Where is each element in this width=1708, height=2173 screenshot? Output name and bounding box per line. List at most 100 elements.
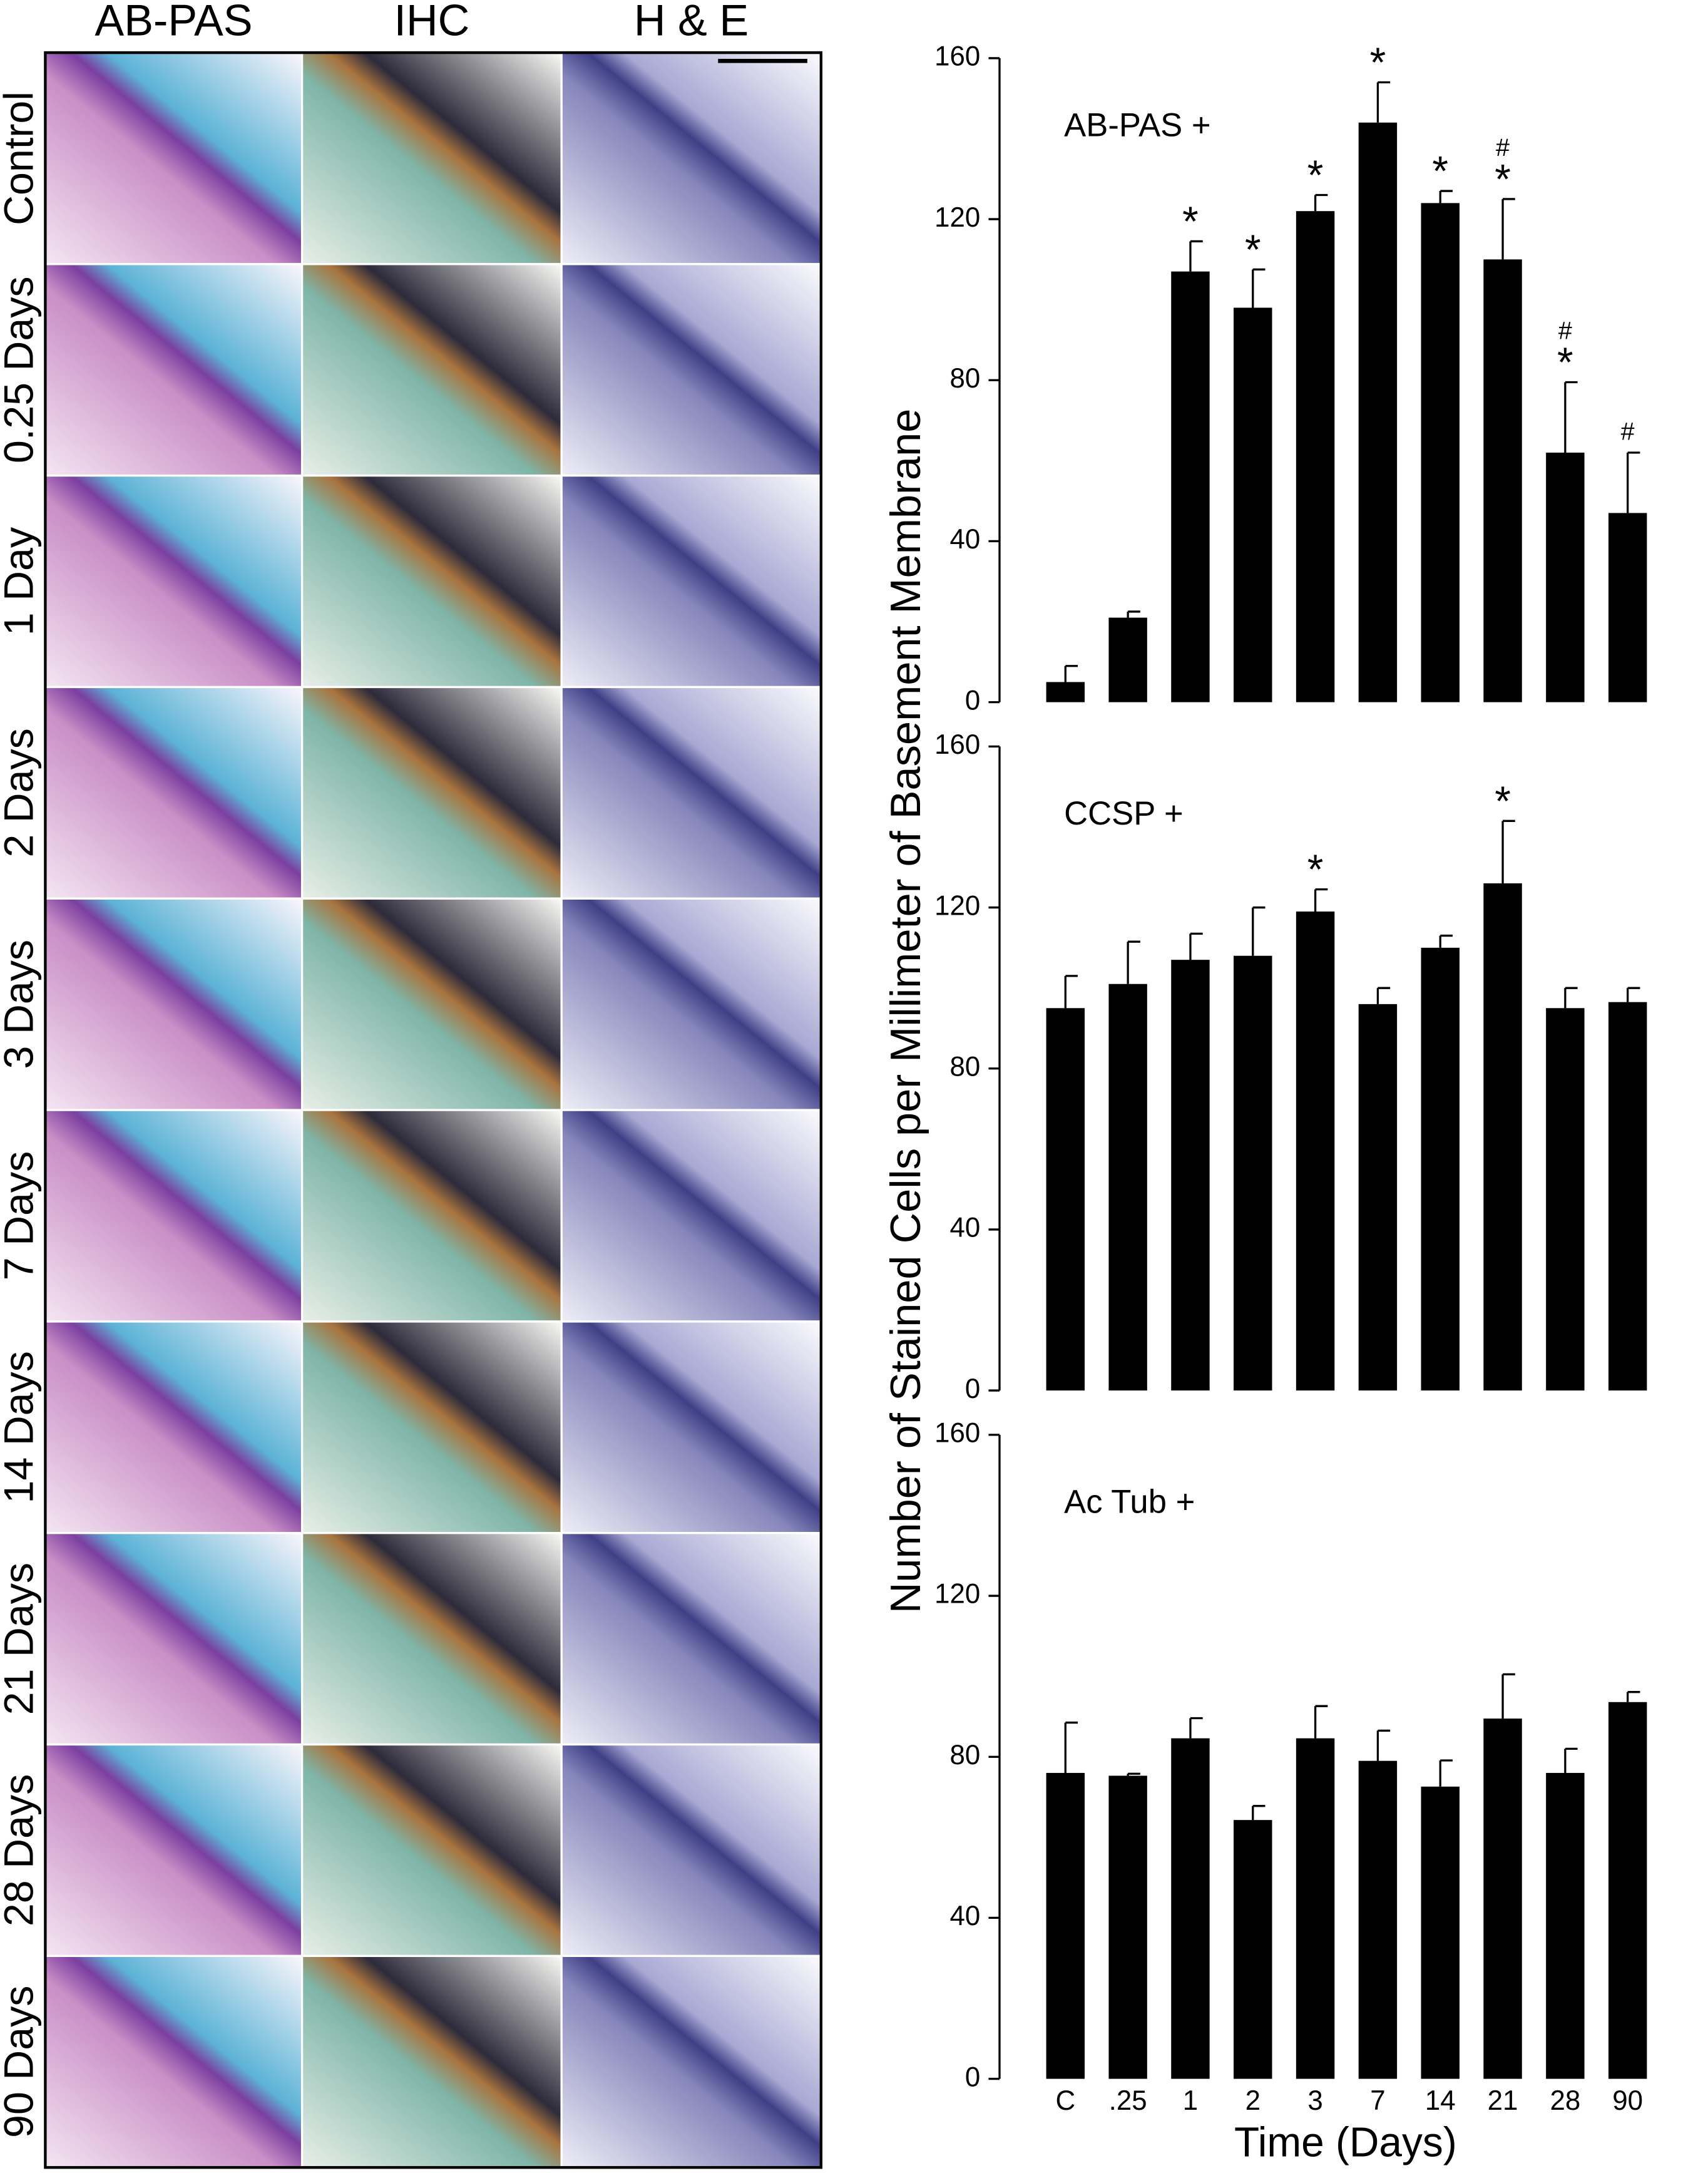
micrograph <box>44 475 304 689</box>
micrograph <box>560 1320 822 1534</box>
row-label: 28 Days <box>0 1774 42 1926</box>
panel-label: AB-PAS + <box>1064 106 1211 143</box>
bar <box>1296 911 1335 1391</box>
y-tick-label: 40 <box>950 1212 981 1243</box>
x-tick-label: 90 <box>1612 2085 1643 2116</box>
column-header: AB-PAS <box>95 0 252 44</box>
x-tick-label: .25 <box>1109 2085 1147 2116</box>
significance-hash: # <box>1496 134 1510 162</box>
bar <box>1171 271 1210 702</box>
micrograph <box>560 1955 822 2169</box>
bar <box>1108 984 1147 1391</box>
significance-star: * <box>1245 227 1261 273</box>
bar <box>1358 1004 1398 1391</box>
micrograph <box>300 686 563 900</box>
row-label: 0.25 Days <box>0 276 42 463</box>
bar <box>1358 1760 1398 2079</box>
x-tick-label: 7 <box>1370 2085 1385 2116</box>
x-tick-label: 14 <box>1425 2085 1456 2116</box>
micrograph <box>44 1109 304 1323</box>
row-label: Control <box>0 91 42 225</box>
micrograph <box>44 686 304 900</box>
bar <box>1108 1775 1147 2079</box>
bar <box>1483 883 1522 1391</box>
bar <box>1046 682 1085 702</box>
x-tick-label: 21 <box>1488 2085 1518 2116</box>
micrograph <box>300 1320 563 1534</box>
x-tick-label: 1 <box>1183 2085 1198 2116</box>
y-tick-label: 120 <box>934 1579 980 1610</box>
micrograph <box>300 1532 563 1746</box>
bar <box>1546 1008 1585 1391</box>
y-tick-label: 0 <box>965 2062 980 2092</box>
y-tick-label: 40 <box>950 524 981 555</box>
y-tick-label: 160 <box>934 41 980 71</box>
micrograph <box>560 51 822 265</box>
micrograph <box>300 51 563 265</box>
row-label: 21 Days <box>0 1563 42 1715</box>
bar <box>1483 259 1522 702</box>
y-tick-label: 0 <box>965 1374 980 1404</box>
y-tick-label: 0 <box>965 685 980 716</box>
y-tick-label: 160 <box>934 729 980 760</box>
bar <box>1483 1718 1522 2079</box>
micrograph <box>300 475 563 689</box>
micrograph <box>44 1320 304 1534</box>
bar <box>1421 1786 1460 2079</box>
row-label: 2 Days <box>0 728 42 858</box>
significance-hash: # <box>1621 418 1635 445</box>
x-tick-label: 3 <box>1307 2085 1322 2116</box>
x-tick-label: 2 <box>1245 2085 1261 2116</box>
bar <box>1421 947 1460 1391</box>
bar <box>1108 617 1147 702</box>
row-label: 3 Days <box>0 940 42 1069</box>
bar <box>1046 1008 1085 1391</box>
panel-border <box>44 51 823 2169</box>
y-tick-label: 120 <box>934 202 980 233</box>
bar <box>1171 1738 1210 2079</box>
y-tick-label: 80 <box>950 1740 981 1770</box>
micrograph <box>44 1743 304 1958</box>
y-tick-label: 120 <box>934 890 980 921</box>
micrograph <box>44 51 304 265</box>
micrograph <box>44 263 304 477</box>
row-label: 14 Days <box>0 1351 42 1503</box>
bar <box>1296 1738 1335 2079</box>
micrograph <box>560 686 822 900</box>
bar <box>1296 211 1335 702</box>
y-axis-label: Number of Stained Cells per Millimeter o… <box>882 409 929 1613</box>
panel-label: CCSP + <box>1064 795 1184 832</box>
panel-label: Ac Tub + <box>1064 1483 1195 1520</box>
micrograph <box>560 897 822 1111</box>
y-tick-label: 80 <box>950 1051 981 1082</box>
y-tick-label: 160 <box>934 1417 980 1448</box>
column-header: H & E <box>634 0 749 44</box>
bar <box>1546 452 1585 702</box>
bar <box>1546 1772 1585 2079</box>
micrograph <box>300 263 563 477</box>
significance-star: * <box>1307 152 1324 198</box>
x-tick-label: C <box>1055 2085 1075 2116</box>
micrograph-panel <box>44 51 823 2169</box>
bar <box>1234 307 1272 702</box>
significance-star: * <box>1307 846 1324 893</box>
significance-hash: # <box>1558 317 1572 344</box>
significance-star: * <box>1495 157 1511 203</box>
bar <box>1358 122 1398 702</box>
micrograph <box>44 897 304 1111</box>
row-label: 90 Days <box>0 1986 42 2138</box>
micrograph <box>560 1532 822 1746</box>
micrograph <box>44 1532 304 1746</box>
significance-star: * <box>1495 778 1511 825</box>
row-label: 1 Day <box>0 527 42 635</box>
micrograph <box>44 1955 304 2169</box>
micrograph <box>300 1109 563 1323</box>
bar <box>1046 1772 1085 2079</box>
micrograph <box>560 475 822 689</box>
significance-star: * <box>1370 39 1386 86</box>
y-tick-label: 80 <box>950 363 981 394</box>
bar <box>1171 960 1210 1391</box>
micrograph <box>300 897 563 1111</box>
